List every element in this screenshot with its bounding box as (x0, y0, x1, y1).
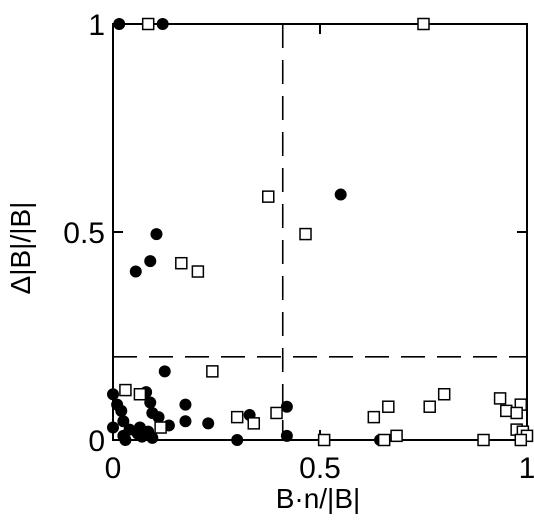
open-square-point (247, 417, 261, 430)
open-square-point (133, 387, 147, 401)
open-square-point (382, 400, 395, 413)
open-square-point (390, 429, 403, 443)
axis-ticks (112, 23, 528, 441)
filled-circle-point (231, 434, 244, 446)
filled-circle-point (135, 430, 148, 443)
open-square-point (141, 17, 155, 31)
open-square-point (262, 190, 275, 203)
filled-circle-point (179, 398, 192, 411)
filled-circle-point (156, 18, 169, 30)
tick-labels: 0 0.5 1 0 0.5 1 (63, 9, 534, 485)
open-square-point (417, 17, 430, 31)
open-square-point (299, 227, 312, 241)
y-tick-label: 0.5 (63, 217, 105, 250)
open-square-point (367, 410, 381, 424)
filled-circle-point (113, 18, 126, 30)
open-square-point (206, 365, 219, 378)
y-axis-label: Δ|B|/|B| (5, 202, 36, 295)
open-square-point (154, 421, 167, 434)
x-tick-label: 0.5 (299, 452, 341, 485)
open-square-point (175, 256, 188, 270)
x-tick-label: 0 (105, 452, 122, 485)
filled-circle-point (158, 365, 171, 378)
filled-circle-point (144, 396, 157, 409)
filled-circle-point (129, 265, 142, 278)
open-square-point (270, 406, 283, 420)
filled-circle-point (144, 255, 157, 268)
x-tick-label: 1 (519, 452, 534, 485)
y-tick-label: 0 (88, 425, 105, 458)
open-square-point (423, 400, 436, 413)
plot-frame (112, 23, 528, 441)
filled-circle-point (107, 388, 119, 401)
open-square-point (514, 433, 528, 447)
open-square-point (377, 433, 391, 447)
filled-circle-point (115, 404, 128, 417)
reference-lines (113, 24, 527, 440)
open-square-point (437, 387, 451, 401)
open-square-point (493, 392, 507, 405)
plot-area-border (112, 23, 528, 441)
open-square-point (119, 383, 132, 397)
filled-circle-point (119, 434, 132, 446)
filled-circle-point (146, 431, 159, 444)
open-square-point (230, 410, 244, 424)
filled-circle-point (202, 417, 215, 430)
filled-circle-point (107, 421, 119, 434)
filled-circle-point (179, 415, 192, 428)
data-points (107, 17, 534, 447)
open-square-point (477, 433, 490, 447)
open-square-point (510, 406, 523, 420)
filled-circle-point (152, 411, 165, 424)
x-axis-label: B·n/|B| (276, 483, 361, 514)
filled-circle-point (150, 228, 163, 241)
open-square-point (500, 404, 513, 418)
open-square-point (317, 433, 331, 447)
open-square-point (191, 265, 205, 278)
filled-circle-point (280, 400, 293, 413)
filled-circle-point (280, 429, 293, 442)
y-tick-label: 1 (88, 9, 105, 42)
filled-circle-point (334, 188, 347, 201)
filled-circle-point (117, 415, 130, 428)
